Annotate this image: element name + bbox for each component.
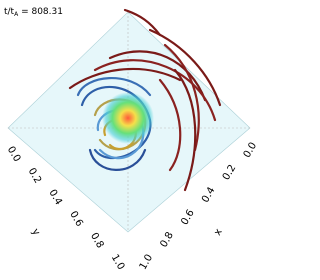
y-tick-label: 0.2	[26, 166, 43, 185]
y-axis-label: y	[29, 227, 42, 238]
time-sub: A	[14, 11, 19, 18]
time-label: t/tA = 808.31	[4, 7, 63, 18]
density-blob	[102, 92, 154, 144]
x-tick-label: 1.0	[138, 253, 155, 272]
x-tick-label: 0.2	[221, 163, 238, 182]
time-prefix: t/t	[4, 7, 15, 17]
figure: t/tA = 808.31 0.00.20.40.60.81.0y0.00.20…	[4, 7, 259, 272]
x-tick-label: 0.6	[179, 208, 196, 227]
y-tick-label: 0.4	[46, 188, 63, 207]
y-tick-label: 1.0	[109, 253, 126, 272]
time-value: = 808.31	[18, 7, 63, 17]
x-axis-label: x	[212, 227, 225, 238]
y-tick-label: 0.8	[88, 231, 105, 250]
x-tick-label: 0.4	[200, 185, 217, 204]
y-tick-label: 0.0	[5, 145, 22, 164]
x-tick-label: 0.0	[242, 141, 259, 160]
x-tick-label: 0.8	[158, 230, 175, 249]
y-tick-label: 0.6	[67, 209, 84, 228]
